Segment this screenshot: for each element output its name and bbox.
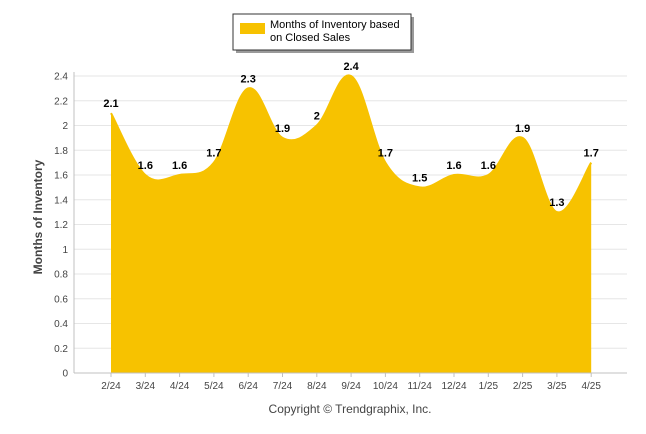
x-tick-label: 12/24 — [441, 381, 466, 392]
y-tick-label: 0.8 — [54, 270, 68, 281]
x-tick-label: 3/24 — [136, 381, 156, 392]
x-tick-label: 11/24 — [408, 381, 433, 392]
y-tick-label: 0.4 — [54, 319, 68, 330]
y-axis-title: Months of Inventory — [31, 159, 45, 274]
y-tick-label: 1.4 — [54, 195, 68, 206]
legend-label-line-1: Months of Inventory based — [270, 19, 400, 31]
x-tick-label: 4/24 — [170, 381, 190, 392]
y-tick-label: 2 — [62, 121, 68, 132]
data-label: 2.1 — [103, 98, 118, 110]
y-tick-label: 1.8 — [54, 146, 68, 157]
data-label: 1.5 — [412, 172, 427, 184]
x-tick-label: 5/24 — [204, 381, 224, 392]
data-label: 1.7 — [378, 148, 393, 160]
y-tick-labels: 0 0.2 0.4 0.6 0.8 1 1.2 1.4 1.6 1.8 2 2.2 2.4 — [54, 72, 68, 380]
data-label: 1.3 — [549, 197, 564, 209]
x-tick-label: 7/24 — [273, 381, 293, 392]
x-tick-label: 4/25 — [581, 381, 601, 392]
x-tick-label: 3/25 — [547, 381, 567, 392]
x-tick-label: 6/24 — [238, 381, 258, 392]
series-area-layer — [110, 74, 593, 373]
y-tick-label: 0.6 — [54, 294, 68, 305]
y-tick-label: 2.2 — [54, 96, 68, 107]
x-tick-label: 10/24 — [373, 381, 398, 392]
y-tick-label: 1 — [62, 245, 68, 256]
x-tick-label: 2/24 — [101, 381, 121, 392]
x-tick-labels: 2/24 3/24 4/24 5/24 6/24 7/24 8/24 9/24 10/24 11/… — [101, 381, 601, 392]
axes — [73, 72, 627, 377]
x-tick-label: 1/25 — [479, 381, 499, 392]
data-label: 1.6 — [446, 160, 461, 172]
data-label: 1.9 — [515, 123, 530, 135]
y-tick-label: 1.6 — [54, 171, 68, 182]
y-tick-label: 0.2 — [54, 344, 68, 355]
data-label: 2.4 — [343, 61, 359, 73]
legend-swatch — [240, 23, 265, 34]
data-label: 1.7 — [206, 148, 221, 160]
y-tick-label: 2.4 — [54, 72, 68, 83]
x-tick-label: 2/25 — [513, 381, 533, 392]
data-label: 2.3 — [241, 73, 256, 85]
x-tick-label: 8/24 — [307, 381, 327, 392]
series-area — [111, 75, 592, 373]
legend: Months of Inventory based on Closed Sale… — [232, 13, 414, 53]
x-tick-label: 9/24 — [341, 381, 361, 392]
data-label: 1.6 — [138, 160, 153, 172]
legend-label-line-2: on Closed Sales — [270, 32, 351, 44]
data-label: 1.7 — [584, 148, 599, 160]
y-tick-label: 0 — [62, 369, 68, 380]
data-label: 2 — [314, 111, 320, 123]
data-label: 1.6 — [172, 160, 187, 172]
y-tick-label: 1.2 — [54, 220, 68, 231]
copyright-footer: Copyright © Trendgraphix, Inc. — [269, 402, 432, 416]
data-label: 1.9 — [275, 123, 290, 135]
data-labels: 2.1 1.6 1.6 1.7 2.3 1.9 2 2.4 1.7 1.5 1.6 1.6 1.9 1.3… — [103, 61, 598, 209]
series-line — [110, 74, 593, 214]
data-label: 1.6 — [481, 160, 496, 172]
